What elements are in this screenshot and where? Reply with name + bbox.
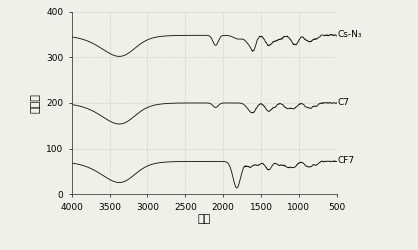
Text: CF7: CF7 (338, 156, 355, 166)
Text: Cs-N₃: Cs-N₃ (338, 30, 362, 39)
X-axis label: 波长: 波长 (198, 214, 211, 224)
Y-axis label: 透过率: 透过率 (31, 93, 41, 113)
Text: C7: C7 (338, 98, 349, 107)
